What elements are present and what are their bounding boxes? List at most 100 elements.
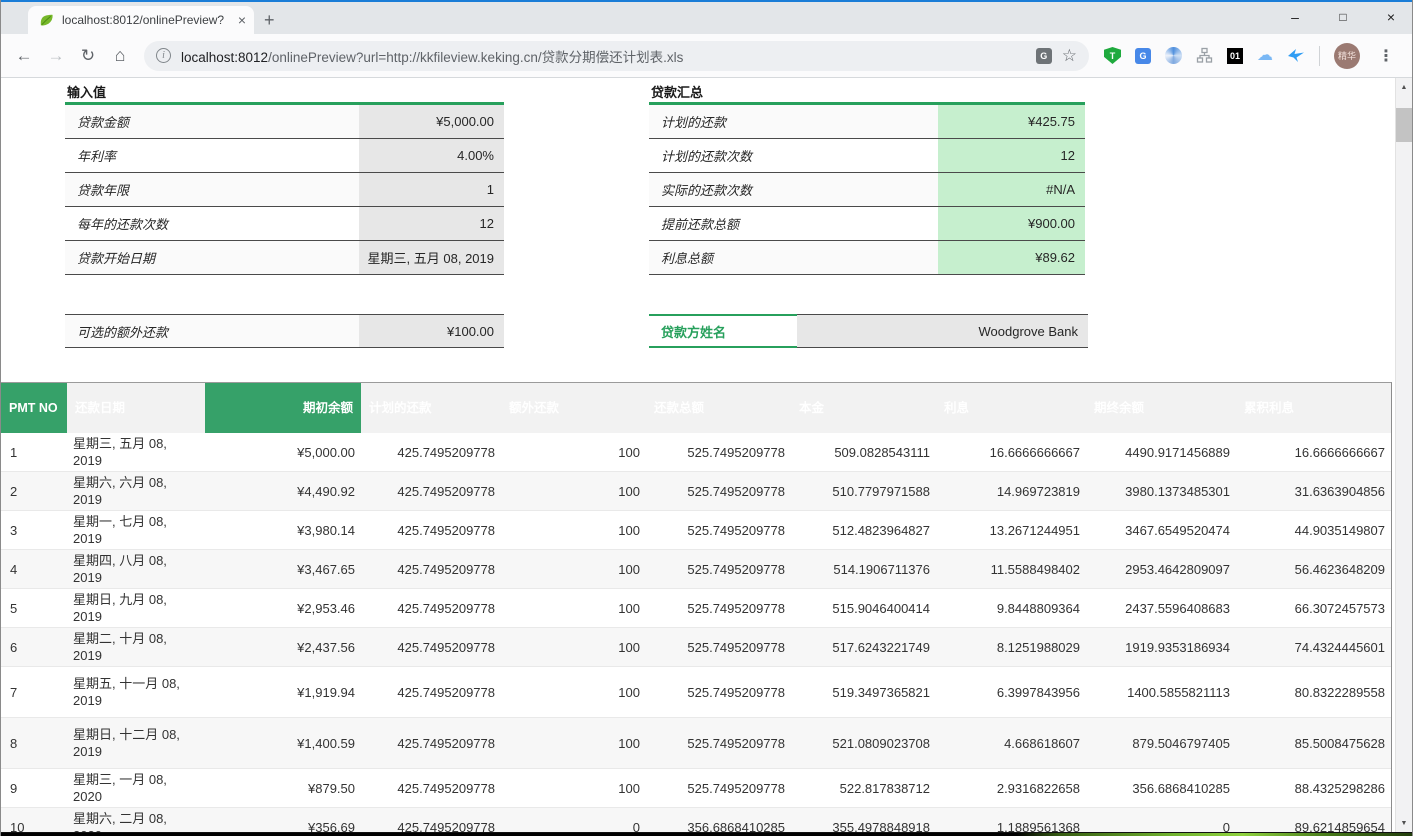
scrollbar-thumb[interactable] (1396, 108, 1412, 142)
schedule-cell: ¥3,980.14 (205, 511, 361, 549)
profile-avatar[interactable]: 精华 (1334, 43, 1360, 69)
schedule-cell: 525.7495209778 (646, 667, 791, 717)
summary-row: 计划的还款¥425.75 (649, 105, 1085, 139)
schedule-cell: 2.9316822658 (936, 769, 1086, 807)
schedule-cell: 356.6868410285 (646, 808, 791, 832)
schedule-cell: 522.817838712 (791, 769, 936, 807)
maximize-button[interactable]: □ (1335, 10, 1351, 24)
browser-menu-icon[interactable]: ⋮ (1374, 46, 1398, 66)
vertical-scrollbar[interactable]: ▲ ▼ (1395, 78, 1412, 832)
extra-payment-label: 可选的额外还款 (65, 315, 359, 347)
schedule-cell: 425.7495209778 (361, 472, 501, 510)
bookmark-star-icon[interactable]: ☆ (1062, 47, 1077, 64)
schedule-cell: 星期五, 十一月 08, 2019 (67, 667, 205, 717)
address-bar[interactable]: i localhost:8012/onlinePreview?url=http:… (144, 41, 1089, 71)
schedule-cell: 517.6243221749 (791, 628, 936, 666)
forward-button[interactable]: → (42, 46, 70, 66)
schedule-cell: 4490.9171456889 (1086, 433, 1236, 471)
schedule-cell: 85.5008475628 (1236, 718, 1391, 768)
input-row-value: 1 (359, 173, 504, 206)
summary-section: 贷款汇总 计划的还款¥425.75计划的还款次数12实际的还款次数#N/A提前还… (649, 80, 1085, 275)
schedule-cell: ¥4,490.92 (205, 472, 361, 510)
input-row-label: 贷款开始日期 (65, 241, 359, 274)
sitemap-extension-icon[interactable] (1196, 47, 1213, 64)
page-info-icon[interactable]: i (156, 48, 171, 63)
schedule-row: 2星期六, 六月 08, 2019¥4,490.92425.7495209778… (1, 472, 1391, 511)
schedule-cell: 100 (501, 667, 646, 717)
schedule-cell: 525.7495209778 (646, 433, 791, 471)
translate-extension-icon[interactable]: G (1135, 48, 1151, 64)
summary-row: 计划的还款次数12 (649, 139, 1085, 173)
schedule-cell: 56.4623648209 (1236, 550, 1391, 588)
schedule-cell: 3980.1373485301 (1086, 472, 1236, 510)
amortization-table-header: PMT NO还款日期期初余额计划的还款额外还款还款总额本金利息期终余额累积利息 (1, 383, 1391, 433)
tab-close-icon[interactable]: × (238, 13, 246, 27)
titlebar[interactable]: localhost:8012/onlinePreview? × + – □ × (1, 0, 1412, 34)
tampermonkey-extension-icon[interactable]: T (1104, 47, 1121, 64)
input-row: 每年的还款次数12 (65, 207, 504, 241)
schedule-cell: 6.3997843956 (936, 667, 1086, 717)
translate-page-icon[interactable]: G (1036, 48, 1052, 64)
schedule-cell: 100 (501, 550, 646, 588)
column-header: 期终余额 (1086, 383, 1236, 433)
browser-tab[interactable]: localhost:8012/onlinePreview? × (28, 6, 254, 34)
schedule-cell: 425.7495209778 (361, 667, 501, 717)
schedule-cell: 2 (1, 472, 67, 510)
schedule-cell: 2437.5596408683 (1086, 589, 1236, 627)
schedule-cell: ¥1,400.59 (205, 718, 361, 768)
schedule-cell: ¥3,467.65 (205, 550, 361, 588)
schedule-cell: 88.4325298286 (1236, 769, 1391, 807)
reload-button[interactable]: ↻ (74, 46, 102, 66)
01-extension-icon[interactable]: 01 (1227, 48, 1243, 64)
inputs-section-title: 输入值 (65, 80, 504, 105)
minimize-button[interactable]: – (1287, 9, 1303, 25)
schedule-cell: 13.2671244951 (936, 511, 1086, 549)
schedule-cell: 525.7495209778 (646, 472, 791, 510)
column-header: PMT NO (1, 383, 67, 433)
schedule-cell: 8 (1, 718, 67, 768)
close-button[interactable]: × (1383, 9, 1399, 25)
swirl-extension-icon[interactable] (1165, 47, 1182, 64)
summary-section-title: 贷款汇总 (649, 80, 1085, 105)
schedule-cell: 2953.4642809097 (1086, 550, 1236, 588)
scroll-down-icon[interactable]: ▼ (1396, 815, 1412, 832)
summary-row-label: 计划的还款次数 (649, 139, 938, 172)
schedule-cell: 10 (1, 808, 67, 832)
input-row-label: 每年的还款次数 (65, 207, 359, 240)
bird-extension-icon[interactable] (1287, 48, 1305, 63)
column-header: 还款日期 (67, 383, 205, 433)
schedule-cell: 355.4978848918 (791, 808, 936, 832)
schedule-cell: 525.7495209778 (646, 769, 791, 807)
schedule-cell: 0 (1086, 808, 1236, 832)
schedule-cell: 519.3497365821 (791, 667, 936, 717)
schedule-cell: 4 (1, 550, 67, 588)
schedule-cell: 星期三, 一月 08, 2020 (67, 769, 205, 807)
schedule-cell: 5 (1, 589, 67, 627)
summary-row-value: ¥425.75 (938, 105, 1085, 138)
schedule-cell: 14.969723819 (936, 472, 1086, 510)
schedule-row: 5星期日, 九月 08, 2019¥2,953.46425.7495209778… (1, 589, 1391, 628)
schedule-cell: ¥2,437.56 (205, 628, 361, 666)
home-button[interactable]: ⌂ (106, 45, 134, 66)
summary-row-label: 计划的还款 (649, 105, 938, 138)
schedule-cell: 1919.9353186934 (1086, 628, 1236, 666)
schedule-cell: 1400.5855821113 (1086, 667, 1236, 717)
schedule-cell: 4.668618607 (936, 718, 1086, 768)
lender-label: 贷款方姓名 (649, 314, 797, 348)
amortization-table: PMT NO还款日期期初余额计划的还款额外还款还款总额本金利息期终余额累积利息 … (1, 382, 1392, 832)
column-header: 累积利息 (1236, 383, 1391, 433)
new-tab-button[interactable]: + (264, 9, 275, 31)
schedule-row: 10星期六, 二月 08, 2020¥356.69425.74952097780… (1, 808, 1391, 832)
schedule-cell: ¥5,000.00 (205, 433, 361, 471)
url-text[interactable]: localhost:8012/onlinePreview?url=http://… (181, 46, 1026, 66)
schedule-cell: ¥1,919.94 (205, 667, 361, 717)
schedule-cell: 100 (501, 718, 646, 768)
back-button[interactable]: ← (10, 46, 38, 66)
input-row-label: 贷款金额 (65, 105, 359, 138)
cloud-extension-icon[interactable]: ☁ (1257, 48, 1273, 64)
schedule-cell: 512.4823964827 (791, 511, 936, 549)
schedule-cell: ¥356.69 (205, 808, 361, 832)
schedule-cell: 100 (501, 628, 646, 666)
scroll-up-icon[interactable]: ▲ (1396, 79, 1412, 96)
summary-row-value: ¥89.62 (938, 241, 1085, 274)
